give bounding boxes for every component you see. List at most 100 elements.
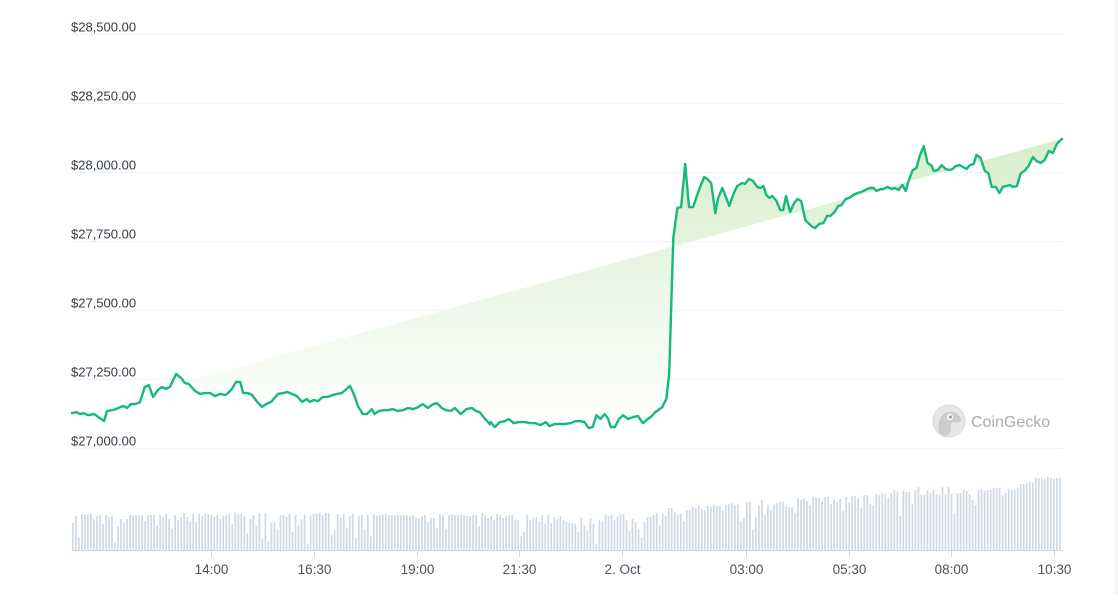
volume-bar	[694, 508, 697, 550]
volume-bar	[75, 516, 77, 550]
volume-bar	[454, 515, 456, 550]
volume-bar	[339, 518, 342, 550]
volume-bar	[881, 493, 884, 550]
volume-bar	[926, 490, 929, 550]
price-line[interactable]	[70, 137, 1064, 430]
volume-bar	[899, 516, 902, 550]
volume-bar	[327, 513, 330, 550]
volume-bar	[529, 520, 532, 550]
volume-bar	[785, 506, 787, 550]
volume-bar	[192, 514, 195, 550]
volume-bar	[1058, 478, 1061, 550]
volume-bar	[559, 516, 562, 550]
volume-bar	[1028, 482, 1031, 550]
volume-bar	[643, 522, 646, 550]
volume-bar	[309, 516, 312, 550]
volume-bar	[412, 515, 414, 550]
volume-bar	[833, 499, 836, 550]
volume-bar	[378, 515, 381, 550]
volume-bar	[749, 502, 751, 550]
volume-bar	[734, 505, 736, 550]
volume-bar	[613, 520, 616, 550]
volume-bar	[466, 516, 468, 550]
volume-bar	[433, 518, 435, 550]
volume-bar	[204, 514, 207, 550]
volume-bar	[87, 514, 89, 550]
volume-bar	[396, 515, 399, 550]
volume-bar	[887, 498, 890, 550]
volume-bar	[490, 516, 492, 550]
volume-bar	[1043, 479, 1046, 550]
volume-bar	[622, 514, 625, 550]
volume-bar	[258, 513, 261, 550]
volume-bar	[451, 514, 453, 550]
volume-bar	[532, 518, 535, 550]
x-axis-ticks: 14:00 16:30 19:00 21:30 2. Oct 03:00 05:30 08:0…	[195, 550, 1071, 577]
volume-bar	[96, 516, 98, 550]
volume-bar	[571, 523, 574, 550]
volume-bar	[893, 490, 896, 550]
volume-bar	[544, 524, 547, 550]
volume-bar	[463, 515, 465, 550]
volume-bar	[866, 495, 869, 550]
volume-bar	[688, 510, 691, 550]
y-axis-labels: $28,500.00 $28,250.00 $28,000.00 $27,750.00…	[71, 20, 136, 449]
volume-bar	[737, 505, 739, 550]
volume-bar	[1052, 479, 1055, 550]
right-edge-border	[1114, 0, 1118, 595]
volume-bar	[956, 493, 959, 550]
volume-bar	[270, 523, 273, 550]
volume-bar	[318, 513, 321, 550]
volume-bar	[598, 520, 601, 550]
x-axis-label: 2. Oct	[604, 562, 640, 577]
volume-bar	[812, 497, 814, 550]
volume-bar	[345, 528, 348, 550]
volume-bar	[779, 502, 781, 550]
volume-bar	[776, 503, 778, 550]
volume-bar	[354, 538, 357, 550]
volume-bar	[764, 515, 766, 550]
volume-bar	[442, 515, 444, 550]
volume-bar	[469, 516, 471, 550]
volume-bar	[123, 523, 125, 550]
y-axis-label: $27,750.00	[71, 227, 136, 242]
volume-bar	[511, 515, 514, 550]
volume-bar	[291, 532, 294, 550]
volume-bar	[619, 514, 622, 550]
volume-bar	[255, 526, 258, 550]
volume-bar	[1034, 478, 1037, 550]
volume-bar	[616, 516, 619, 550]
volume-bar	[1040, 478, 1043, 550]
volume-bar	[174, 515, 177, 550]
volume-bar	[120, 519, 122, 550]
volume-bar	[261, 539, 264, 550]
volume-bar	[562, 520, 565, 550]
volume-bar	[679, 514, 682, 550]
volume-bar	[770, 510, 772, 550]
volume-bar	[920, 495, 923, 550]
volume-bar	[505, 516, 508, 550]
x-axis-label: 08:00	[935, 562, 969, 577]
volume-bar	[715, 506, 718, 550]
volume-bar	[631, 519, 634, 550]
volume-bar	[234, 513, 237, 550]
volume-bar	[815, 498, 817, 550]
volume-bar	[478, 526, 480, 550]
volume-bar	[363, 529, 366, 550]
volume-bar	[538, 521, 541, 550]
volume-bar	[977, 490, 980, 550]
volume-bar	[195, 522, 198, 550]
volume-bar	[189, 522, 192, 550]
volume-bar	[743, 518, 745, 550]
volume-bar	[201, 516, 204, 550]
volume-bar	[348, 516, 351, 550]
volume-bar	[727, 504, 730, 550]
volume-bar	[794, 513, 796, 550]
volume-bar	[872, 506, 875, 550]
volume-bar	[971, 500, 974, 550]
volume-bar	[625, 520, 628, 550]
volume-bar	[595, 544, 598, 550]
volume-bar	[231, 524, 234, 550]
